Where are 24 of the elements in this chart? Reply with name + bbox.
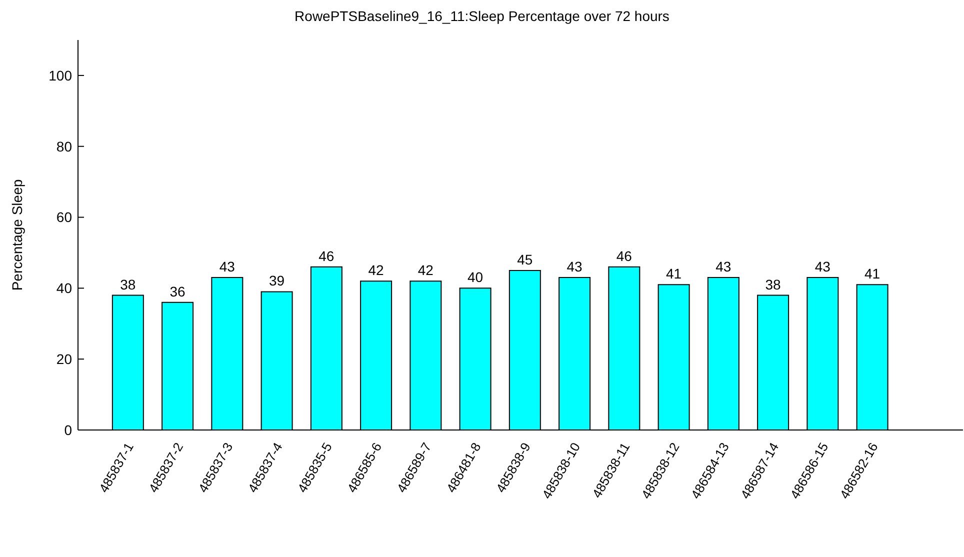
y-tick-label: 40 — [56, 280, 72, 296]
data-label: 45 — [517, 251, 533, 268]
y-tick-label: 100 — [48, 67, 72, 84]
data-label: 39 — [269, 272, 285, 289]
data-label: 38 — [765, 276, 782, 292]
data-label: 41 — [864, 266, 880, 282]
data-label: 42 — [418, 262, 434, 278]
data-label: 43 — [219, 258, 236, 275]
data-label: 40 — [468, 269, 484, 286]
data-label: 41 — [666, 266, 682, 282]
y-axis-title: Percentage Sleep — [9, 179, 25, 291]
data-label: 43 — [716, 258, 732, 275]
y-tick-label: 80 — [56, 138, 72, 154]
y-tick-label: 0 — [64, 422, 72, 438]
y-tick-label: 60 — [56, 209, 72, 226]
chart-title: RowePTSBaseline9_16_11:Sleep Percentage over 72 hours — [294, 8, 670, 24]
y-tick-label: 20 — [56, 351, 72, 368]
data-label: 46 — [318, 248, 334, 264]
data-label: 46 — [616, 248, 632, 264]
data-label: 42 — [368, 262, 384, 278]
data-label: 38 — [120, 276, 136, 292]
data-label: 43 — [814, 258, 831, 275]
data-label: 36 — [170, 283, 186, 300]
data-label: 43 — [566, 258, 583, 275]
